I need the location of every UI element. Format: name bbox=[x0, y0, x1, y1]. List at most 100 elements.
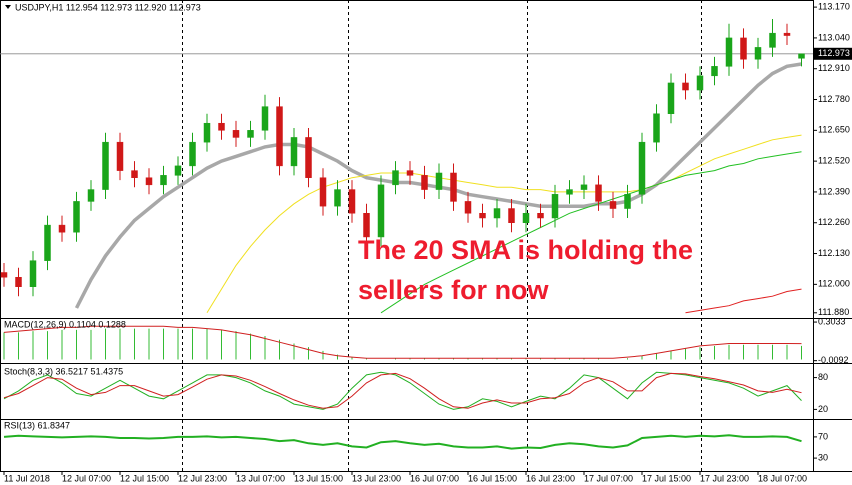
candle-body bbox=[783, 32, 791, 36]
indicator-line bbox=[3, 434, 802, 450]
candle-body bbox=[276, 106, 283, 167]
time-label: 13 Jul 07:00 bbox=[236, 473, 285, 483]
candle-body bbox=[522, 213, 530, 223]
candle-body bbox=[232, 130, 240, 138]
time-label: 13 Jul 23:00 bbox=[352, 473, 401, 483]
indicator-tick-label: 80 bbox=[818, 372, 828, 382]
candle-body bbox=[754, 47, 762, 60]
candle-body bbox=[116, 141, 124, 171]
chart-title: USDJPY,H1 112.954 112.973 112.920 112.97… bbox=[15, 2, 201, 12]
price-tick-label: 112.390 bbox=[818, 186, 850, 196]
candle-body bbox=[305, 137, 312, 178]
candle-body bbox=[537, 213, 544, 219]
candle-body bbox=[566, 189, 573, 195]
candle-body bbox=[15, 276, 22, 287]
indicator-line bbox=[3, 372, 802, 409]
indicator-tick-label: 70 bbox=[818, 431, 828, 441]
indicator-tick-label: 0.3033 bbox=[818, 316, 846, 326]
candle-body bbox=[348, 189, 356, 214]
time-label: 12 Jul 23:00 bbox=[178, 473, 227, 483]
candle-body bbox=[682, 82, 689, 91]
price-tick-label: 112.780 bbox=[818, 94, 850, 104]
last-price-label: 112.973 bbox=[818, 48, 850, 58]
moving-average bbox=[206, 134, 802, 314]
price-tick-label: 111.880 bbox=[818, 307, 849, 317]
price-tick-label: 112.000 bbox=[818, 279, 850, 289]
candle-body bbox=[247, 130, 254, 138]
candle-body bbox=[290, 137, 298, 167]
time-label: 13 Jul 15:00 bbox=[294, 473, 343, 483]
time-label: 16 Jul 15:00 bbox=[468, 473, 517, 483]
candle-body bbox=[769, 32, 776, 48]
time-label: 17 Jul 23:00 bbox=[700, 473, 749, 483]
candle-body bbox=[464, 201, 472, 214]
candle-body bbox=[145, 177, 153, 186]
time-label: 17 Jul 07:00 bbox=[584, 473, 633, 483]
candle-body bbox=[44, 224, 51, 261]
symbol-icon bbox=[5, 5, 11, 9]
candle-body bbox=[580, 184, 588, 190]
candle-body bbox=[29, 260, 37, 287]
candle-body bbox=[87, 189, 95, 202]
moving-average bbox=[380, 151, 802, 314]
time-label: 12 Jul 15:00 bbox=[120, 473, 169, 483]
candle-body bbox=[319, 177, 327, 207]
candle-body bbox=[131, 170, 138, 178]
candle-body bbox=[421, 175, 428, 190]
price-tick-label: 112.520 bbox=[818, 156, 850, 166]
moving-average bbox=[685, 288, 802, 314]
candle-body bbox=[725, 37, 733, 67]
price-tick-label: 112.130 bbox=[818, 248, 850, 258]
candle-body bbox=[479, 213, 486, 219]
candle-body bbox=[638, 141, 646, 195]
candle-body bbox=[0, 272, 8, 278]
candle-body bbox=[73, 201, 80, 233]
candle-body bbox=[609, 201, 617, 209]
indicator-tick-label: -0.0092 bbox=[818, 355, 849, 365]
candle-body bbox=[435, 172, 443, 190]
candle-body bbox=[551, 194, 559, 219]
time-label: 18 Jul 07:00 bbox=[758, 473, 807, 483]
candle-body bbox=[102, 141, 109, 190]
candle-body bbox=[667, 82, 675, 114]
annotation: sellers for now bbox=[358, 275, 550, 305]
candle-body bbox=[377, 184, 385, 238]
candle-body bbox=[711, 66, 718, 77]
candle-body bbox=[450, 172, 457, 202]
time-label: 17 Jul 15:00 bbox=[642, 473, 691, 483]
candle-body bbox=[334, 189, 341, 207]
indicator-line bbox=[3, 325, 802, 359]
candle-body bbox=[508, 208, 515, 223]
candle-body bbox=[696, 75, 704, 91]
indicator-title: MACD(12,26,9) 0.1104 0.1288 bbox=[4, 319, 126, 329]
candle-body bbox=[363, 213, 370, 238]
price-tick-label: 112.650 bbox=[818, 125, 850, 135]
last-price-box bbox=[814, 47, 852, 60]
indicator-line bbox=[3, 371, 802, 410]
candle-body bbox=[406, 170, 414, 176]
indicator-title: RSI(13) 61.8347 bbox=[4, 420, 70, 430]
price-tick-label: 112.260 bbox=[818, 217, 850, 227]
candle-body bbox=[653, 113, 660, 143]
candle-body bbox=[160, 175, 167, 186]
candle-body bbox=[493, 208, 501, 219]
time-label: 12 Jul 07:00 bbox=[62, 473, 111, 483]
price-tick-label: 113.040 bbox=[818, 32, 850, 42]
indicator-title: Stoch(8,3,3) 36.5217 51.4375 bbox=[4, 366, 123, 376]
time-label: 16 Jul 07:00 bbox=[410, 473, 459, 483]
candle-body bbox=[203, 122, 211, 143]
candle-body bbox=[798, 53, 805, 59]
candle-body bbox=[740, 37, 747, 60]
candle-body bbox=[174, 165, 182, 176]
candle-body bbox=[624, 194, 631, 209]
time-label: 11 Jul 2018 bbox=[4, 473, 50, 483]
candle-body bbox=[261, 106, 269, 131]
price-tick-label: 113.170 bbox=[818, 1, 850, 11]
indicator-tick-label: 20 bbox=[818, 404, 828, 414]
candle-body bbox=[189, 141, 196, 167]
candle-body bbox=[595, 184, 602, 202]
candle-body bbox=[218, 122, 225, 131]
